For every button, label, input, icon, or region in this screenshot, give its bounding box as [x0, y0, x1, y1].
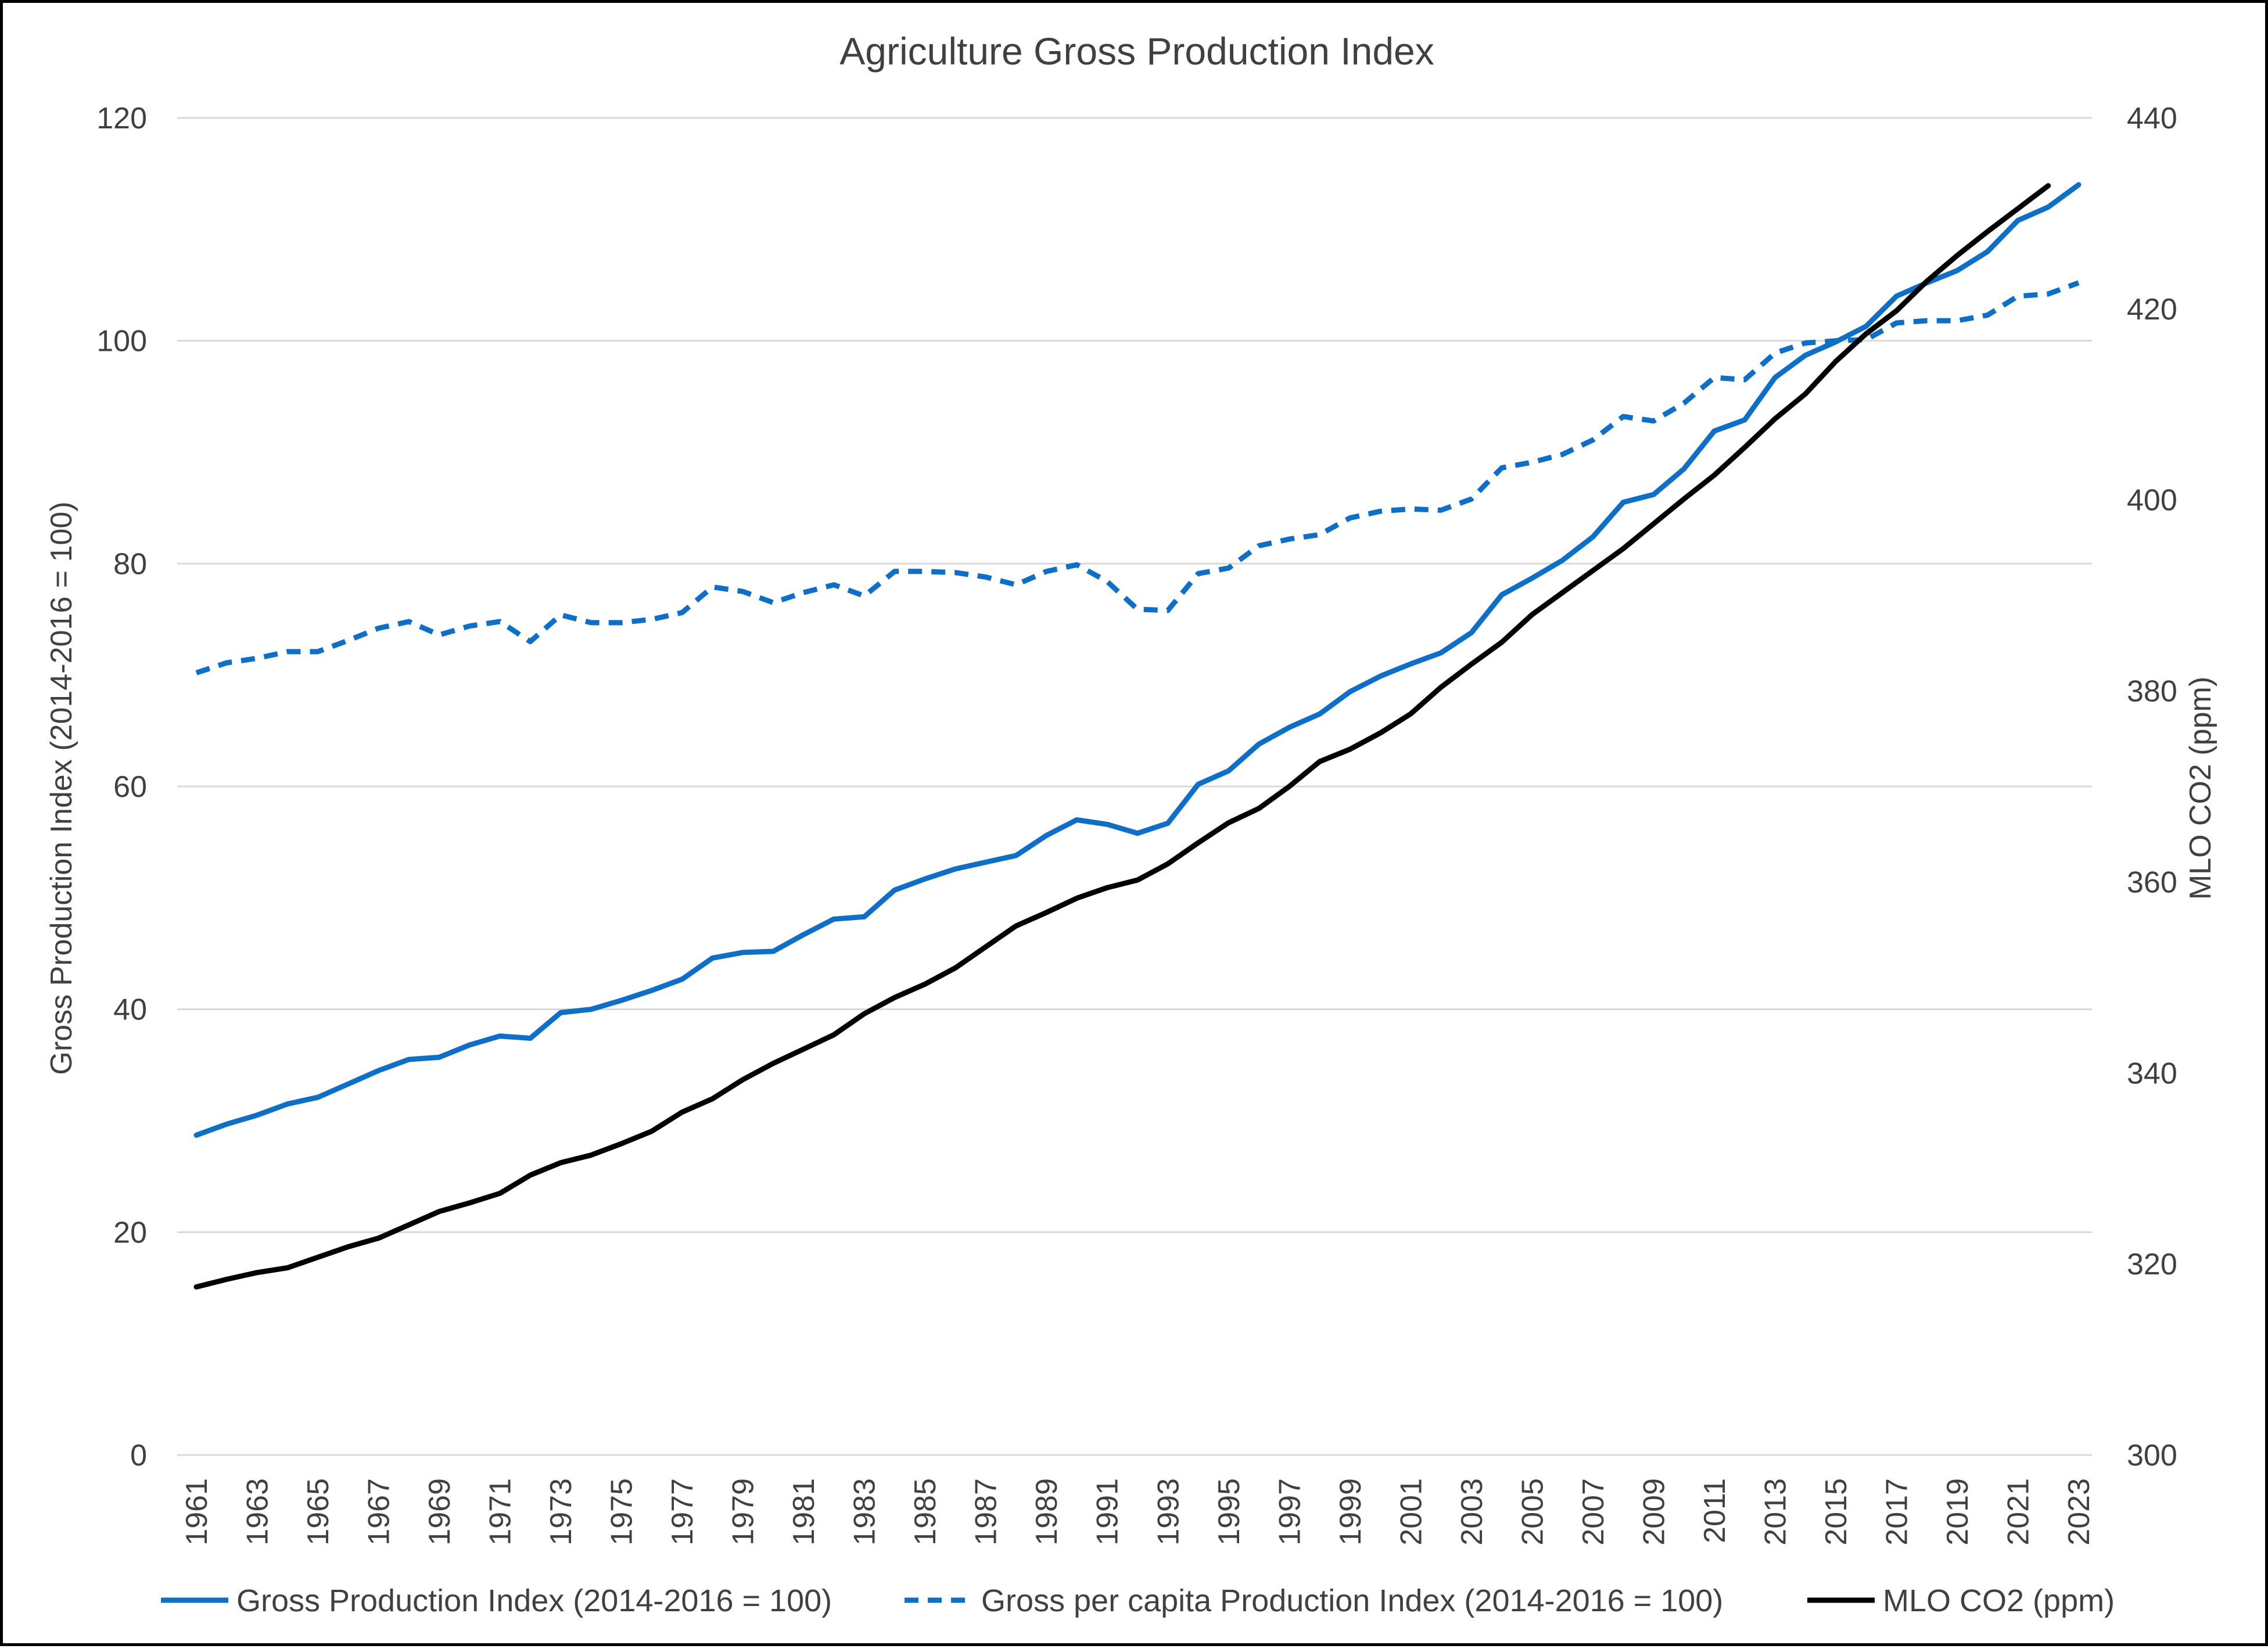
x-tick-label: 2019	[1941, 1478, 1975, 1546]
series-line-2	[195, 280, 2080, 676]
x-tick-label: 1995	[1212, 1478, 1246, 1546]
x-tick-label: 1971	[484, 1478, 518, 1546]
left-axis: 0 20 40 60 80 100 120	[96, 102, 147, 1472]
legend-label-1: Gross Production Index (2014-2016 = 100)	[236, 1583, 832, 1618]
right-axis-title: MLO CO2 (ppm)	[2184, 677, 2217, 900]
left-axis-title: Gross Production Index (2014-2016 = 100)	[45, 501, 78, 1075]
legend-label-2: Gross per capita Production Index (2014-…	[981, 1583, 1723, 1618]
x-tick-label: 2005	[1516, 1478, 1549, 1546]
right-tick-label: 380	[2127, 675, 2177, 709]
x-tick-label: 1975	[605, 1478, 639, 1546]
x-tick-label: 1961	[180, 1478, 214, 1546]
x-tick-label: 1997	[1273, 1478, 1307, 1546]
x-tick-label: 1965	[302, 1478, 335, 1546]
right-tick-label: 340	[2127, 1057, 2177, 1090]
x-tick-label: 1979	[727, 1478, 760, 1546]
x-tick-label: 1983	[848, 1478, 882, 1546]
right-tick-label: 320	[2127, 1248, 2177, 1281]
left-tick-label: 0	[130, 1439, 147, 1472]
x-tick-label: 1963	[241, 1478, 275, 1546]
right-tick-label: 440	[2127, 102, 2177, 135]
left-tick-label: 120	[96, 102, 147, 135]
grid	[177, 117, 2092, 1456]
x-tick-label: 2001	[1394, 1478, 1428, 1546]
x-tick-label: 2015	[1820, 1478, 1853, 1546]
series-lines	[193, 182, 2082, 1290]
x-tick-label: 2023	[2062, 1478, 2096, 1546]
left-tick-label: 40	[113, 993, 147, 1027]
left-tick-label: 80	[113, 547, 147, 581]
legend: Gross Production Index (2014-2016 = 100)…	[161, 1583, 2115, 1618]
left-tick-label: 100	[96, 325, 147, 358]
right-tick-label: 360	[2127, 865, 2177, 899]
x-tick-label: 1977	[666, 1478, 699, 1546]
x-tick-label: 1969	[423, 1478, 457, 1546]
right-tick-label: 300	[2127, 1439, 2177, 1472]
x-axis: 1961 1963 1965 1967 1969 1971 1973 1975 1977 1979…	[180, 1478, 2096, 1546]
left-tick-label: 20	[113, 1216, 147, 1249]
x-tick-label: 2017	[1880, 1478, 1914, 1546]
series-line-1	[193, 182, 2082, 1138]
x-tick-label: 1989	[1030, 1478, 1064, 1546]
x-tick-label: 1991	[1091, 1478, 1125, 1546]
chart-title: Agriculture Gross Production Index	[839, 30, 1434, 73]
right-tick-label: 400	[2127, 484, 2177, 518]
right-tick-label: 420	[2127, 293, 2177, 326]
series-line-3	[193, 183, 2051, 1290]
right-axis: 300 320 340 360 380 400 420 440	[2127, 102, 2177, 1472]
x-tick-label: 1981	[787, 1478, 821, 1546]
x-tick-label: 1987	[970, 1478, 1003, 1546]
x-tick-label: 1993	[1151, 1478, 1185, 1546]
x-tick-label: 2009	[1637, 1478, 1671, 1546]
x-tick-label: 1985	[909, 1478, 942, 1546]
x-tick-label: 2013	[1759, 1478, 1792, 1546]
x-tick-label: 1999	[1334, 1478, 1368, 1546]
left-tick-label: 60	[113, 770, 147, 804]
x-tick-label: 1967	[363, 1478, 396, 1546]
line-chart: Agriculture Gross Production Index 0 20 40…	[45, 30, 2217, 1618]
x-tick-label: 2003	[1455, 1478, 1489, 1546]
x-tick-label: 1973	[544, 1478, 578, 1546]
x-tick-label: 2007	[1577, 1478, 1610, 1546]
x-tick-label: 2021	[2001, 1478, 2035, 1546]
x-tick-label: 2011	[1698, 1478, 1732, 1543]
legend-label-3: MLO CO2 (ppm)	[1883, 1583, 2115, 1618]
